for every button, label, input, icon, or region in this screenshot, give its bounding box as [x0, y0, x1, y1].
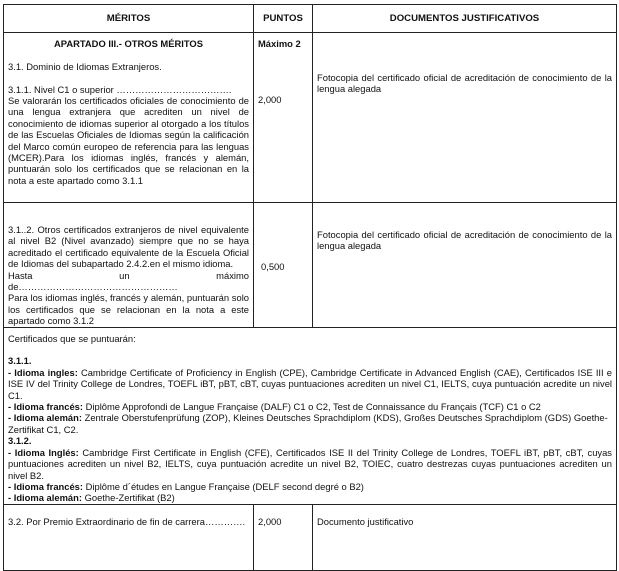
language-label: - Idioma Inglés: [8, 446, 79, 458]
list-item: - Idioma Inglés: Cambridge First Certifi… [8, 447, 612, 481]
document-cell: Fotocopia del certificado oficial de acr… [312, 32, 617, 203]
item-note: Para los idiomas inglés, francés y alemá… [8, 292, 249, 327]
list-item: - Idioma alemán: Zentrale Oberstufenprüf… [8, 412, 612, 435]
section-title: APARTADO III.- OTROS MÉRITOS [54, 38, 203, 49]
merit-cell: 3.2. Por Premio Extraordinario de fin de… [3, 503, 254, 571]
item-title: 3.1.1. Nivel C1 o superior ………………………………. [8, 83, 232, 95]
section-label: 3.1.2. [8, 435, 32, 447]
document-text: Fotocopia del certificado oficial de acr… [317, 229, 612, 252]
language-label: - Idioma alemán: [8, 412, 82, 424]
notes-row: Certificados que se puntuarán: 3.1.1. - … [3, 326, 617, 505]
points-value: 2,000 [258, 94, 282, 106]
language-label: - Idioma alemán: [8, 492, 82, 504]
points-value: 2,000 [258, 515, 282, 527]
header-puntos: PUNTOS [253, 4, 313, 33]
list-item: - Idioma francés: Diplôme Approfondi de … [8, 401, 612, 412]
max-points: Máximo 2 [258, 38, 301, 49]
subsection-title: 3.1. Dominio de Idiomas Extranjeros. [8, 60, 162, 72]
list-item: - Idioma ingles: Cambridge Certificate o… [8, 367, 612, 401]
table-row: APARTADO III.- OTROS MÉRITOS 3.1. Domini… [3, 32, 617, 203]
table-row: 3.2. Por Premio Extraordinario de fin de… [3, 503, 617, 571]
merit-cell: 3.1..2. Otros certificados extranjeros d… [3, 202, 254, 328]
certificates-text: Diplôme Approfondi de Langue Française (… [83, 401, 541, 413]
certificates-text: Goethe-Zertifikat (B2) [81, 492, 175, 504]
document-cell: Documento justificativo [312, 503, 617, 571]
document-text: Documento justificativo [317, 515, 414, 527]
merits-table: MÉRITOS PUNTOS DOCUMENTOS JUSTIFICATIVOS… [3, 4, 617, 571]
certificates-text: Cambridge Certificate of Proficiency in … [8, 366, 612, 401]
language-label: - Idioma francés: [8, 401, 84, 413]
certificates-text: Diplôme d´études en Langue Française (DE… [83, 480, 364, 492]
list-item: - Idioma francés: Diplôme d´études en La… [8, 481, 612, 492]
language-label: - Idioma francés: [8, 480, 84, 492]
document-cell: Fotocopia del certificado oficial de acr… [312, 202, 617, 328]
header-meritos: MÉRITOS [3, 4, 254, 33]
list-item: - Idioma alemán: Goethe-Zertifikat (B2) [8, 492, 612, 503]
header-documentos: DOCUMENTOS JUSTIFICATIVOS [312, 4, 617, 33]
points-cell: 2,000 [253, 503, 313, 571]
header-row: MÉRITOS PUNTOS DOCUMENTOS JUSTIFICATIVOS [3, 4, 617, 33]
points-cell: Máximo 2 2,000 [253, 32, 313, 203]
section-label: 3.1.1. [8, 355, 32, 367]
points-cell: 0,500 [253, 202, 313, 328]
notes-intro: Certificados que se puntuarán: [8, 332, 136, 344]
max-line: Hasta un máximo de…………………………………………… [8, 269, 249, 293]
points-value: 0,500 [261, 261, 285, 272]
notes-cell: Certificados que se puntuarán: 3.1.1. - … [3, 326, 617, 505]
certificates-text: Zentrale Oberstufenprüfung (ZOP), Kleine… [8, 412, 608, 435]
item-text: Se valorarán los certificados oficiales … [8, 95, 249, 186]
table-row: 3.1..2. Otros certificados extranjeros d… [3, 202, 617, 328]
merit-cell: APARTADO III.- OTROS MÉRITOS 3.1. Domini… [3, 32, 254, 203]
certificates-text: Cambridge First Certificate in English (… [8, 446, 612, 481]
language-label: - Idioma ingles: [8, 366, 78, 378]
item-text: 3.2. Por Premio Extraordinario de fin de… [8, 515, 246, 527]
document-text: Fotocopia del certificado oficial de acr… [317, 72, 612, 95]
item-text: 3.1..2. Otros certificados extranjeros d… [8, 224, 249, 270]
